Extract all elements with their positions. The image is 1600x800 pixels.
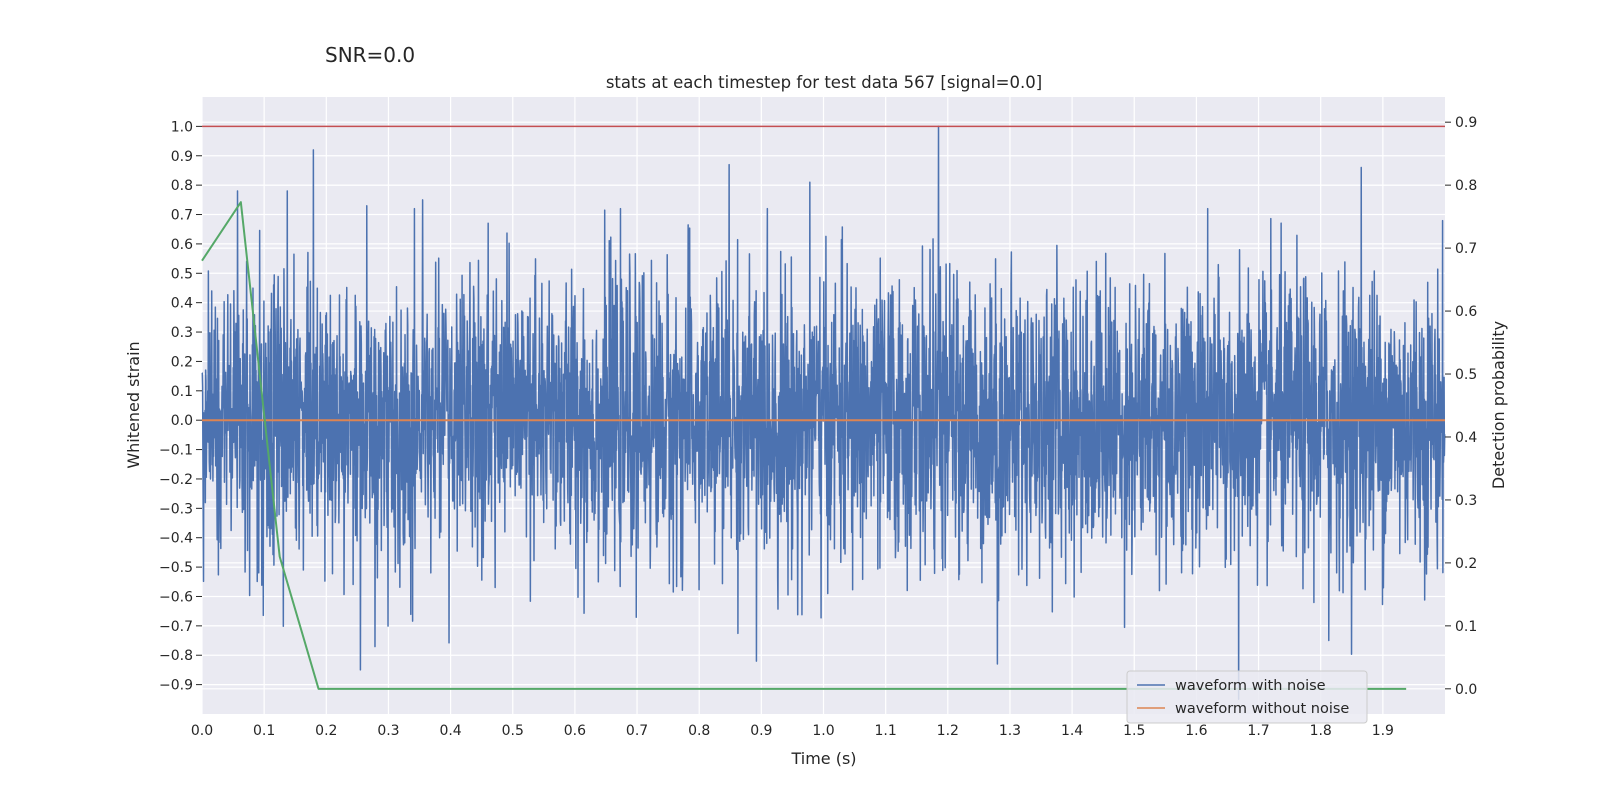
- y-tick-label: −0.4: [159, 531, 193, 547]
- x-tick-label: 1.8: [1310, 723, 1332, 739]
- x-tick-label: 0.1: [253, 723, 275, 739]
- y-axis-label: Whitened strain: [124, 341, 143, 468]
- y-tick-label: 0.9: [171, 149, 193, 165]
- y-right-tick-label: 0.5: [1455, 367, 1477, 383]
- y-tick-label: −0.8: [159, 648, 193, 664]
- x-tick-label: 1.9: [1372, 723, 1394, 739]
- y-tick-label: 0.8: [171, 178, 193, 194]
- series-line-detection-probability: [201, 201, 1407, 690]
- x-tick-label: 0.2: [315, 723, 337, 739]
- legend-box: [1126, 670, 1368, 724]
- legend-label-clean: waveform without noise: [1175, 701, 1349, 717]
- snr-suptitle: SNR=0.0: [325, 43, 415, 67]
- x-axis-label: Time (s): [790, 749, 856, 768]
- y-right-tick-label: 0.4: [1455, 430, 1477, 446]
- x-tick-label: 1.0: [812, 723, 834, 739]
- y-right-tick-label: 0.6: [1455, 304, 1477, 320]
- y-right-tick-label: 0.3: [1455, 493, 1477, 509]
- y-tick-label: −0.6: [159, 589, 193, 605]
- y-tick-label: −0.9: [159, 678, 193, 694]
- y-tick-label: −0.2: [159, 472, 193, 488]
- y-ticks: 1.0 0.9 0.8 0.7 0.6 0.5 0.4 0.3 0.2 0.1 0.0 −0.1 −0.…: [159, 119, 202, 694]
- y-right-ticks: 0.9 0.8 0.7 0.6 0.5 0.4 0.3 0.2 0.1 0.0: [1445, 115, 1477, 698]
- y-tick-label: 0.7: [171, 208, 193, 224]
- series-layer: [201, 125, 1446, 701]
- y-tick-label: 0.5: [171, 266, 193, 282]
- x-tick-label: 1.1: [875, 723, 897, 739]
- x-tick-label: 1.3: [999, 723, 1021, 739]
- x-tick-label: 1.4: [1061, 723, 1083, 739]
- y-tick-label: 0.2: [171, 354, 193, 370]
- x-tick-label: 0.4: [439, 723, 461, 739]
- chart-title: stats at each timestep for test data 567…: [606, 73, 1042, 92]
- y-tick-label: 0.3: [171, 325, 193, 341]
- x-tick-label: 0.7: [626, 723, 648, 739]
- y-tick-label: 1.0: [171, 119, 193, 135]
- y-right-tick-label: 0.9: [1455, 115, 1477, 131]
- x-tick-label: 0.6: [564, 723, 586, 739]
- x-tick-label: 1.6: [1185, 723, 1207, 739]
- x-tick-label: 0.0: [191, 723, 213, 739]
- y-right-tick-label: 0.0: [1455, 682, 1477, 698]
- y-tick-label: −0.5: [159, 560, 193, 576]
- x-tick-label: 1.2: [937, 723, 959, 739]
- y-tick-label: 0.1: [171, 384, 193, 400]
- y-tick-label: −0.7: [159, 619, 193, 635]
- y-right-tick-label: 0.7: [1455, 241, 1477, 257]
- x-tick-label: 0.9: [750, 723, 772, 739]
- x-tick-label: 0.8: [688, 723, 710, 739]
- y-tick-label: 0.6: [171, 237, 193, 253]
- y-right-tick-label: 0.2: [1455, 556, 1477, 572]
- legend-label-noise: waveform with noise: [1175, 678, 1326, 694]
- x-tick-label: 1.5: [1123, 723, 1145, 739]
- y-right-axis-label: Detection probability: [1489, 321, 1508, 489]
- y-right-tick-label: 0.1: [1455, 619, 1477, 635]
- x-ticks: 0.0 0.1 0.2 0.3 0.4 0.5 0.6 0.7 0.8 0.9 1.0 1.1 1.2 1…: [191, 723, 1394, 739]
- x-tick-label: 0.5: [502, 723, 524, 739]
- y-tick-label: 0.0: [171, 413, 193, 429]
- x-tick-label: 1.7: [1247, 723, 1269, 739]
- legend: waveform with noise waveform without noi…: [1126, 670, 1368, 724]
- y-tick-label: −0.3: [159, 501, 193, 517]
- y-tick-label: 0.4: [171, 296, 193, 312]
- y-tick-label: −0.1: [159, 443, 193, 459]
- series-line-waveform-with-noise: [201, 125, 1446, 701]
- y-right-tick-label: 0.8: [1455, 178, 1477, 194]
- x-tick-label: 0.3: [377, 723, 399, 739]
